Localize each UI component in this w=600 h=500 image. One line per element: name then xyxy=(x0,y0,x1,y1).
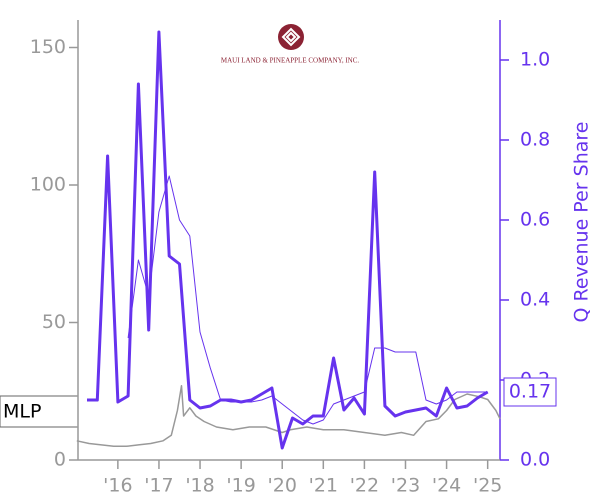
x-tick-label: '19 xyxy=(226,475,255,497)
y2-tick-label: 0.6 xyxy=(520,209,550,231)
logo-text: MAUI LAND & PINEAPPLE COMPANY, INC. xyxy=(221,57,360,65)
y2-tick-label: 0.4 xyxy=(520,289,550,311)
x-tick-label: '20 xyxy=(268,475,297,497)
logo-circle xyxy=(278,24,304,50)
y2-tick-label: 0.8 xyxy=(520,129,550,151)
last-value-label: 0.17 xyxy=(509,381,551,403)
y-tick-label: 100 xyxy=(30,174,66,196)
x-tick-label: '18 xyxy=(185,475,214,497)
y-tick-label: 0 xyxy=(54,449,66,471)
y2-axis-label: Q Revenue Per Share xyxy=(571,122,593,323)
logo-mark xyxy=(281,27,301,47)
y-tick-label: 150 xyxy=(30,36,66,58)
last-value-box xyxy=(503,377,557,407)
x-tick-label: '22 xyxy=(350,475,379,497)
x-tick-label: '21 xyxy=(309,475,338,497)
x-tick-label: '17 xyxy=(144,475,173,497)
x-tick-label: '24 xyxy=(432,475,461,497)
y2-tick-label: 1.0 xyxy=(520,49,550,71)
ticker-box xyxy=(0,395,79,428)
x-tick-label: '16 xyxy=(103,475,132,497)
y2-tick-label: 0.0 xyxy=(520,449,550,471)
logo-icon xyxy=(278,24,304,50)
series-line xyxy=(87,30,489,450)
y-tick-label: 50 xyxy=(42,311,66,333)
series-line xyxy=(76,385,501,448)
x-tick-label: '25 xyxy=(473,475,502,497)
ticker-label: MLP xyxy=(3,401,41,423)
series-line xyxy=(127,175,488,425)
x-tick-label: '23 xyxy=(391,475,420,497)
